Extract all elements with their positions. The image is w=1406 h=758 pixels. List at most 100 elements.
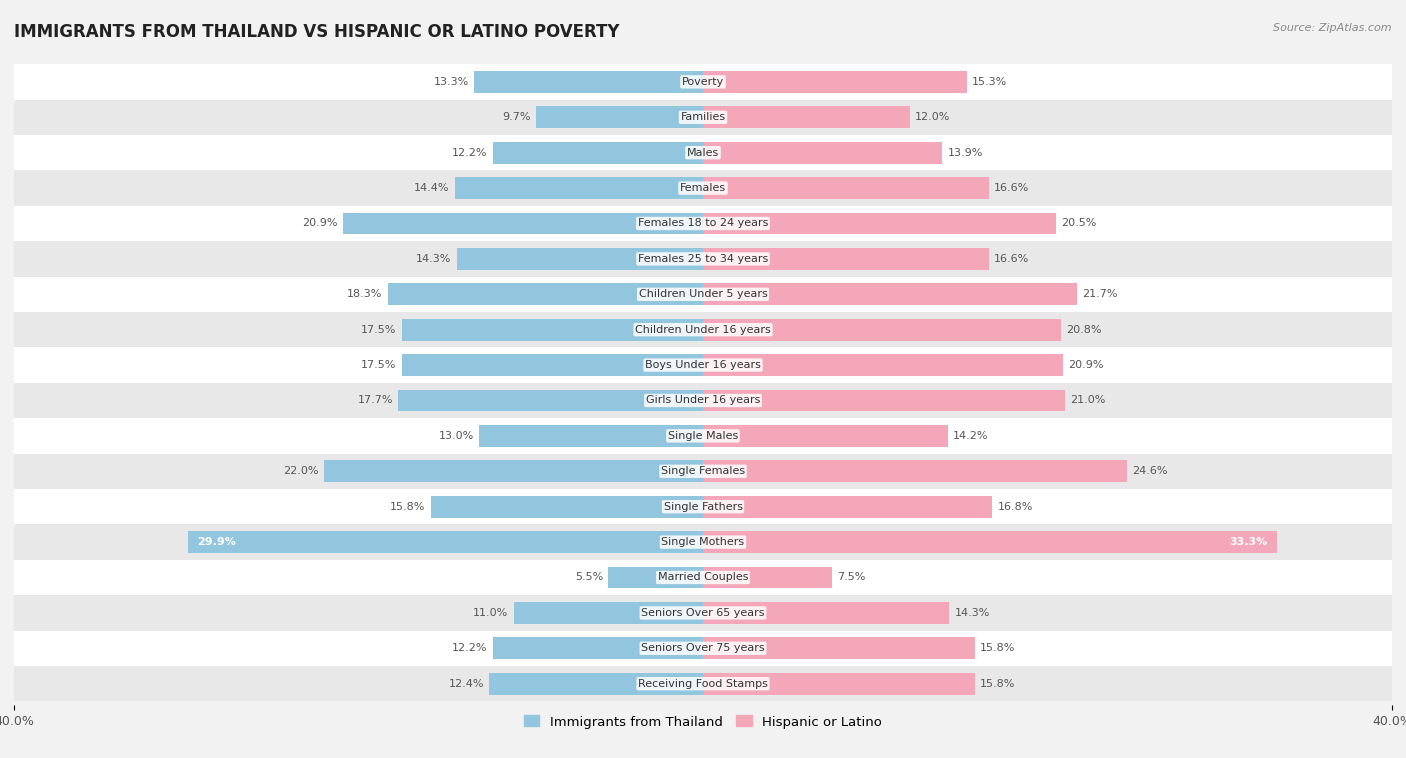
Bar — [14, 595, 1392, 631]
Bar — [703, 212, 1056, 234]
Text: Females 18 to 24 years: Females 18 to 24 years — [638, 218, 768, 228]
Bar — [703, 71, 966, 93]
Bar — [513, 602, 703, 624]
Text: 12.2%: 12.2% — [453, 148, 488, 158]
Bar — [703, 460, 1126, 482]
Bar — [703, 602, 949, 624]
Text: 16.6%: 16.6% — [994, 183, 1029, 193]
Text: 22.0%: 22.0% — [284, 466, 319, 476]
Text: 13.9%: 13.9% — [948, 148, 983, 158]
Bar — [703, 390, 1064, 412]
Bar — [343, 212, 703, 234]
Legend: Immigrants from Thailand, Hispanic or Latino: Immigrants from Thailand, Hispanic or La… — [519, 710, 887, 734]
Bar — [703, 637, 976, 659]
Text: 12.0%: 12.0% — [915, 112, 950, 122]
Bar — [456, 177, 703, 199]
Bar — [14, 560, 1392, 595]
Text: 20.8%: 20.8% — [1066, 324, 1102, 335]
Text: Single Females: Single Females — [661, 466, 745, 476]
Text: 29.9%: 29.9% — [197, 537, 235, 547]
Text: Children Under 5 years: Children Under 5 years — [638, 290, 768, 299]
Text: 5.5%: 5.5% — [575, 572, 603, 582]
Text: 13.3%: 13.3% — [433, 77, 468, 87]
Text: 15.8%: 15.8% — [980, 644, 1015, 653]
Text: 14.3%: 14.3% — [416, 254, 451, 264]
Bar — [14, 99, 1392, 135]
Bar — [14, 135, 1392, 171]
Text: 33.3%: 33.3% — [1230, 537, 1268, 547]
Bar — [14, 64, 1392, 99]
Bar — [703, 318, 1062, 340]
Bar — [188, 531, 703, 553]
Text: 16.6%: 16.6% — [994, 254, 1029, 264]
Text: Source: ZipAtlas.com: Source: ZipAtlas.com — [1274, 23, 1392, 33]
Bar — [14, 631, 1392, 666]
Bar — [703, 248, 988, 270]
Bar — [609, 566, 703, 588]
Bar — [703, 354, 1063, 376]
Text: 18.3%: 18.3% — [347, 290, 382, 299]
Bar — [703, 566, 832, 588]
Bar — [457, 248, 703, 270]
Text: 14.4%: 14.4% — [415, 183, 450, 193]
Bar — [494, 142, 703, 164]
Bar — [14, 241, 1392, 277]
Text: 17.5%: 17.5% — [361, 360, 396, 370]
Text: 13.0%: 13.0% — [439, 431, 474, 441]
Bar — [14, 383, 1392, 418]
Bar — [703, 106, 910, 128]
Bar — [474, 71, 703, 93]
Text: Single Males: Single Males — [668, 431, 738, 441]
Text: Married Couples: Married Couples — [658, 572, 748, 582]
Bar — [703, 673, 976, 694]
Bar — [14, 489, 1392, 525]
Bar — [536, 106, 703, 128]
Text: 14.3%: 14.3% — [955, 608, 990, 618]
Bar — [479, 425, 703, 447]
Text: 15.3%: 15.3% — [972, 77, 1007, 87]
Text: 15.8%: 15.8% — [391, 502, 426, 512]
Text: 7.5%: 7.5% — [838, 572, 866, 582]
Bar — [14, 171, 1392, 205]
Bar — [14, 277, 1392, 312]
Text: Families: Families — [681, 112, 725, 122]
Bar — [14, 347, 1392, 383]
Text: 14.2%: 14.2% — [953, 431, 988, 441]
Text: 12.2%: 12.2% — [453, 644, 488, 653]
Text: IMMIGRANTS FROM THAILAND VS HISPANIC OR LATINO POVERTY: IMMIGRANTS FROM THAILAND VS HISPANIC OR … — [14, 23, 620, 41]
Bar — [323, 460, 703, 482]
Bar — [402, 354, 703, 376]
Bar — [489, 673, 703, 694]
Text: 21.7%: 21.7% — [1083, 290, 1118, 299]
Bar — [14, 525, 1392, 560]
Bar — [494, 637, 703, 659]
Bar — [14, 453, 1392, 489]
Text: 16.8%: 16.8% — [997, 502, 1033, 512]
Text: 12.4%: 12.4% — [449, 678, 484, 689]
Text: Seniors Over 75 years: Seniors Over 75 years — [641, 644, 765, 653]
Bar — [388, 283, 703, 305]
Text: Females 25 to 34 years: Females 25 to 34 years — [638, 254, 768, 264]
Bar — [14, 205, 1392, 241]
Text: Females: Females — [681, 183, 725, 193]
Bar — [703, 425, 948, 447]
Bar — [703, 142, 942, 164]
Text: 24.6%: 24.6% — [1132, 466, 1167, 476]
Bar — [402, 318, 703, 340]
Bar — [14, 312, 1392, 347]
Text: Single Mothers: Single Mothers — [661, 537, 745, 547]
Text: 20.9%: 20.9% — [302, 218, 337, 228]
Bar — [14, 418, 1392, 453]
Text: Single Fathers: Single Fathers — [664, 502, 742, 512]
Text: Boys Under 16 years: Boys Under 16 years — [645, 360, 761, 370]
Bar — [703, 177, 988, 199]
Text: 17.5%: 17.5% — [361, 324, 396, 335]
Text: 17.7%: 17.7% — [357, 396, 392, 406]
Text: 9.7%: 9.7% — [502, 112, 531, 122]
Text: 15.8%: 15.8% — [980, 678, 1015, 689]
Text: Girls Under 16 years: Girls Under 16 years — [645, 396, 761, 406]
Bar — [703, 283, 1077, 305]
Text: 20.5%: 20.5% — [1062, 218, 1097, 228]
Text: Poverty: Poverty — [682, 77, 724, 87]
Bar — [398, 390, 703, 412]
